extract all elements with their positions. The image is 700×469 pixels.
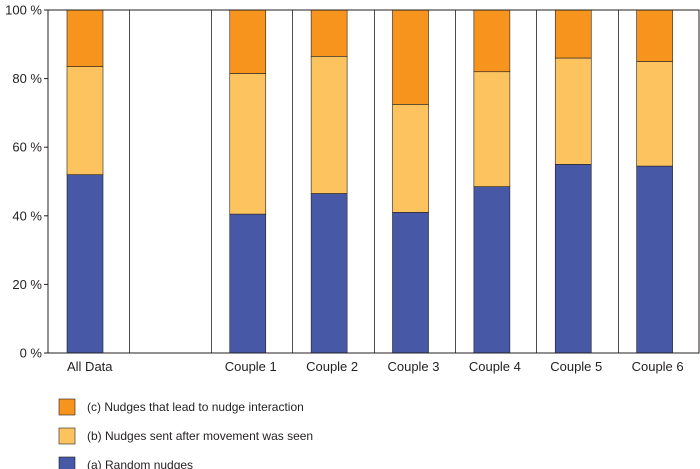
axes — [44, 9, 700, 354]
bar-segment — [636, 165, 673, 354]
legend-label: (a) Random nudges — [87, 458, 193, 469]
bar-segment — [310, 9, 348, 57]
bar-segment — [473, 71, 511, 187]
bar-segment — [229, 213, 267, 354]
legend-swatch — [58, 456, 76, 469]
bar-segment — [636, 9, 673, 62]
y-tick-label: 0 % — [20, 346, 43, 361]
x-tick-label: Couple 6 — [632, 359, 684, 374]
bar-segment — [229, 9, 267, 74]
grid-lines — [129, 10, 619, 353]
x-tick-label: Couple 3 — [387, 359, 439, 374]
y-tick-label: 60 % — [12, 140, 42, 155]
y-tick-labels: 0 % 20 % 40 % 60 % 80 % 100 % — [5, 3, 42, 361]
y-tick-label: 40 % — [12, 208, 42, 223]
y-tick-label: 100 % — [5, 3, 42, 18]
bars — [66, 9, 673, 354]
x-tick-label: Couple 4 — [469, 359, 521, 374]
bar-segment — [473, 9, 511, 73]
x-tick-labels: All Data Couple 1 Couple 2 Couple 3 Couple 4… — [67, 359, 684, 374]
legend-label: (b) Nudges sent after movement was seen — [87, 429, 313, 443]
plot-frame — [47, 9, 700, 354]
legend-swatch — [58, 427, 76, 445]
bar-segment — [310, 56, 348, 194]
x-tick-label: All Data — [67, 359, 113, 374]
bar-segment — [229, 73, 267, 215]
bar-segment — [554, 9, 592, 59]
legend-swatch — [58, 398, 76, 416]
bar-segment — [66, 174, 104, 354]
x-tick-label: Couple 1 — [225, 359, 277, 374]
y-tick-label: 80 % — [12, 71, 42, 86]
legend-label: (c) Nudges that lead to nudge interactio… — [87, 400, 304, 414]
bar-segment — [66, 66, 104, 175]
x-tick-label: Couple 5 — [550, 359, 602, 374]
bar-segment — [66, 9, 104, 67]
bar-segment — [636, 61, 673, 167]
bar-segment — [554, 57, 592, 165]
bar-segment — [392, 104, 429, 213]
x-tick-label: Couple 2 — [306, 359, 358, 374]
legend: (c) Nudges that lead to nudge interactio… — [58, 398, 313, 469]
bar-segment — [554, 164, 592, 354]
bar-segment — [392, 9, 429, 105]
y-tick-label: 20 % — [12, 277, 42, 292]
bar-segment — [392, 212, 429, 354]
bar-segment — [473, 186, 511, 354]
bar-segment — [310, 193, 348, 354]
